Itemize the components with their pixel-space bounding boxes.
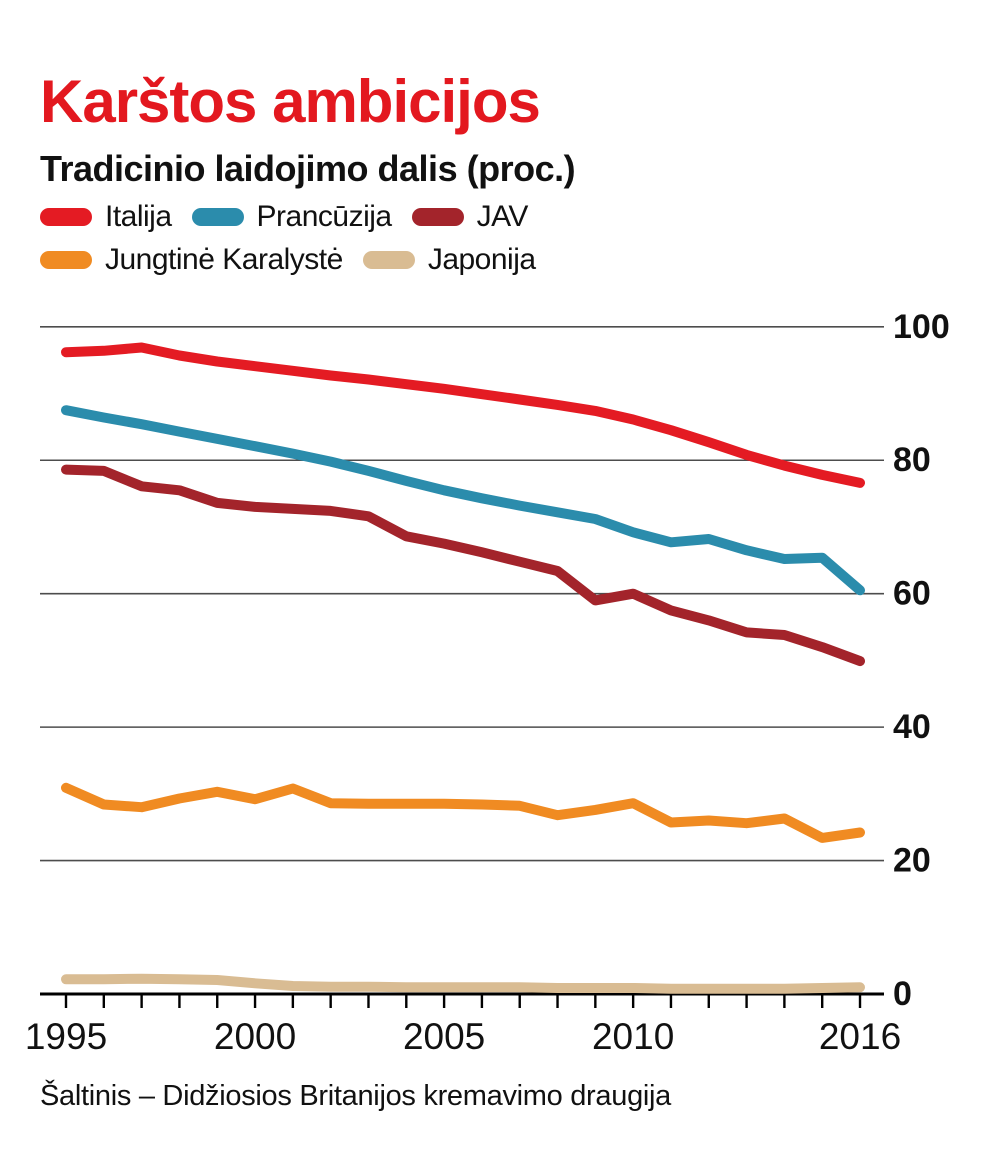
y-axis-label-80: 80: [893, 441, 931, 479]
y-axis-label-100: 100: [893, 308, 950, 346]
series-line-jav: [61, 464, 865, 667]
line-chart: 0 20 40 60 80 100 1995 2000 2005 2010 2016: [0, 305, 1000, 1065]
legend-item-italija: Italija: [40, 200, 172, 234]
series-line-jungtin-karalyst-: [61, 782, 865, 843]
legend: Italija Prancūzija JAV Jungtinė Karalyst…: [40, 200, 536, 277]
y-axis-label-20: 20: [893, 842, 931, 880]
x-axis-label-1995: 1995: [25, 1016, 107, 1057]
legend-chip-jav: [411, 208, 464, 226]
y-axis-label-60: 60: [893, 575, 931, 613]
series-line-italija: [61, 342, 865, 488]
legend-item-japonija: Japonija: [362, 243, 536, 277]
legend-chip-prancuzija: [191, 208, 244, 226]
legend-label-jav: JAV: [476, 200, 529, 233]
chart-subtitle: Tradicinio laidojimo dalis (proc.): [40, 147, 576, 189]
legend-chip-japonija: [362, 251, 415, 269]
series-line-pranc-zija: [61, 405, 865, 596]
legend-chip-italija: [40, 208, 92, 226]
legend-row-1: Italija Prancūzija JAV: [40, 200, 536, 234]
legend-item-jungtine-karalyste: Jungtinė Karalystė: [40, 243, 343, 277]
legend-label-japonija: Japonija: [427, 243, 536, 276]
source-note: Šaltinis – Didžiosios Britanijos kremavi…: [40, 1080, 672, 1112]
legend-item-jav: JAV: [411, 200, 529, 234]
legend-label-italija: Italija: [105, 200, 172, 233]
x-axis-label-2005: 2005: [403, 1016, 485, 1057]
x-axis-label-2000: 2000: [214, 1016, 296, 1057]
series-line-japonija: [61, 973, 865, 994]
page-title: Karštos ambicijos: [40, 68, 541, 136]
x-axis-label-2010: 2010: [592, 1016, 674, 1057]
chart-svg: 0 20 40 60 80 100 1995 2000 2005 2010 2016: [25, 308, 950, 1057]
y-axis-label-40: 40: [893, 708, 931, 746]
y-axis-label-0: 0: [893, 975, 912, 1013]
legend-label-jungtine-karalyste: Jungtinė Karalystė: [105, 243, 343, 276]
legend-item-prancuzija: Prancūzija: [191, 200, 393, 234]
x-axis-label-2016: 2016: [819, 1016, 901, 1057]
legend-row-2: Jungtinė Karalystė Japonija: [40, 243, 536, 277]
legend-chip-jungtine-karalyste: [40, 251, 92, 269]
legend-label-prancuzija: Prancūzija: [256, 200, 393, 233]
